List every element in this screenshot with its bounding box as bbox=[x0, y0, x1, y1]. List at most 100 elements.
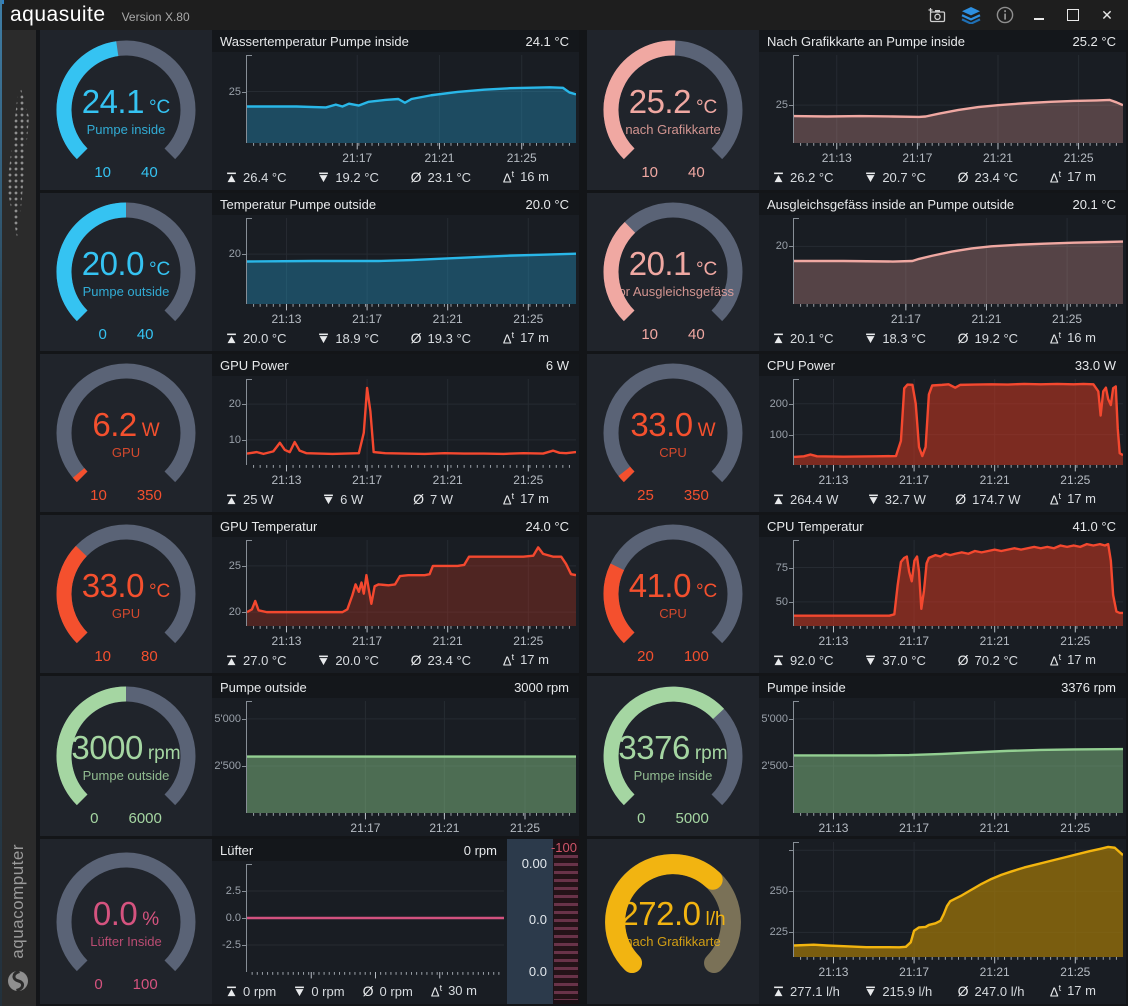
chart-header: Pumpe inside 3376 rpm bbox=[759, 676, 1126, 698]
y-tick-label: 100 bbox=[769, 428, 788, 441]
stat-timespan: Δt 17 m bbox=[1049, 651, 1096, 669]
y-tick-mark bbox=[789, 601, 794, 603]
y-axis-labels: 10 20 bbox=[212, 379, 246, 465]
gauge-label: CPU bbox=[659, 606, 687, 621]
x-tick-label: 21:21 bbox=[971, 312, 1002, 326]
chart: Pumpe inside 3376 rpm 2'500 5'000 21:13 21:17… bbox=[759, 676, 1126, 836]
x-axis-labels: 21:13 21:17 21:21 21:25 bbox=[794, 151, 1123, 166]
stat-minimum: 18.3 °C bbox=[865, 331, 926, 346]
chart-header: Wassertemperatur Pumpe inside 24.1 °C bbox=[212, 30, 579, 52]
y-axis-top-tick bbox=[247, 379, 252, 380]
y-tick-label: 2.5 bbox=[225, 885, 241, 897]
stat-minimum: 215.9 l/h bbox=[865, 984, 932, 999]
plot-area bbox=[789, 540, 1123, 626]
sidebar[interactable]: aquacomputer bbox=[0, 30, 36, 1006]
chart-current-reading: 6 W bbox=[545, 357, 569, 373]
y-tick-mark bbox=[242, 765, 247, 767]
gauge-max: 5000 bbox=[675, 810, 709, 827]
x-tick-label: 21:17 bbox=[899, 473, 930, 487]
stat-timespan: Δt 17 m bbox=[502, 490, 549, 508]
stat-maximum: 20.1 °C bbox=[773, 331, 834, 346]
gauge-column: 41.0 °C CPU 20 100 bbox=[587, 515, 759, 673]
dots-pattern-decoration bbox=[7, 82, 29, 242]
gauge-center-text: 20.1 °C vor Ausgleichsgefäss bbox=[595, 196, 751, 348]
gauge-center-text: 41.0 °C CPU bbox=[595, 518, 751, 670]
y-tick-label: 75 bbox=[775, 561, 788, 574]
gauge-value-unit: rpm bbox=[147, 743, 181, 764]
gauge-value-unit: l/h bbox=[705, 908, 726, 930]
stat-minimum: 0 rpm bbox=[294, 984, 345, 999]
gauge-min-max: 0 100 bbox=[48, 976, 204, 993]
screenshot-camera-icon[interactable] bbox=[922, 2, 952, 28]
gauge-value-number: 33.0 bbox=[81, 567, 145, 604]
gauge: 25.2 °C nach Grafikkarte 10 40 bbox=[595, 34, 751, 186]
chart-column: CPU Power 33.0 W 100 200 21:13 21:17 21:21 21:2… bbox=[759, 354, 1126, 512]
plot-row: 20 bbox=[759, 218, 1126, 304]
chart-title: Lüfter bbox=[220, 842, 254, 858]
y-tick-label: 2'500 bbox=[214, 759, 241, 772]
stat-maximum: 20.0 °C bbox=[226, 331, 287, 346]
x-tick-label: 21:17 bbox=[899, 634, 930, 648]
x-tick-label: 21:17 bbox=[352, 473, 383, 487]
chart-column: Temperatur Pumpe outside 20.0 °C 20 21:13 21… bbox=[212, 193, 579, 351]
gauge-label: Pumpe outside bbox=[82, 768, 170, 783]
y-axis-labels: -2.5 0.0 2.5 bbox=[212, 864, 246, 972]
dashboard-grid: 24.1 °C Pumpe inside 10 40 Wassertemperatur P… bbox=[36, 30, 1128, 1006]
chart-current-reading: 25.2 °C bbox=[1072, 33, 1116, 49]
sensor-panel: 24.1 °C Pumpe inside 10 40 Wassertemperatur P… bbox=[40, 30, 579, 190]
gauge-center-text: 272.0 l/h nach Grafikkarte bbox=[595, 846, 751, 998]
gauge-value-number: 33.0 bbox=[630, 406, 693, 443]
x-axis-labels: 21:13 21:17 21:21 21:25 bbox=[247, 312, 576, 327]
gauge-min: 25 bbox=[637, 487, 654, 504]
plot-area bbox=[242, 701, 576, 813]
y-tick-label: -2.5 bbox=[222, 939, 241, 951]
chart-header: Nach Grafikkarte an Pumpe inside 25.2 °C bbox=[759, 30, 1126, 52]
y-tick-label: 25 bbox=[228, 559, 241, 572]
gauge-label: GPU bbox=[111, 606, 141, 621]
y-tick-mark bbox=[242, 91, 247, 93]
plot-area bbox=[789, 842, 1123, 957]
gauge-center-text: 25.2 °C nach Grafikkarte bbox=[595, 34, 751, 186]
x-tick-label: 21:21 bbox=[979, 965, 1010, 979]
y-axis-top-tick bbox=[247, 540, 252, 541]
title-bar: aquasuite Version X.80 bbox=[0, 0, 1128, 30]
gauge: 6.2 W GPU 10 350 bbox=[48, 357, 204, 509]
gauge-center-text: 3376 rpm Pumpe inside bbox=[595, 680, 751, 832]
chart-stats: 92.0 °C 37.0 °C Ø 70.2 °C Δt 17 m bbox=[759, 649, 1126, 673]
y-tick-mark bbox=[242, 439, 247, 441]
plot-area bbox=[242, 218, 576, 304]
y-tick-label: 200 bbox=[769, 397, 788, 410]
plot-area bbox=[789, 55, 1123, 143]
info-icon[interactable] bbox=[990, 2, 1020, 28]
chart-title: Ausgleichsgefäss inside an Pumpe outside bbox=[767, 196, 1015, 212]
plot-area bbox=[789, 701, 1123, 813]
x-axis-labels: 21:13 21:17 21:21 21:25 bbox=[247, 634, 576, 649]
gauge-column: 20.1 °C vor Ausgleichsgefäss 10 40 bbox=[587, 193, 759, 351]
chart-title: CPU Temperatur bbox=[767, 518, 864, 534]
y-tick-mark bbox=[242, 945, 247, 946]
gauge-column: 33.0 °C GPU 10 80 bbox=[40, 515, 212, 673]
plot-area bbox=[242, 55, 576, 143]
stat-minimum: 18.9 °C bbox=[318, 331, 379, 346]
gauge-min-max: 10 40 bbox=[595, 164, 751, 181]
maximize-button[interactable] bbox=[1058, 2, 1088, 28]
gauge-value-unit: °C bbox=[695, 581, 718, 602]
minimize-button[interactable] bbox=[1024, 2, 1054, 28]
gauge: 272.0 l/h nach Grafikkarte bbox=[595, 846, 751, 998]
gauge-value-number: 3000 bbox=[71, 729, 143, 766]
layers-icon[interactable] bbox=[956, 2, 986, 28]
y-axis-top-tick bbox=[247, 864, 252, 865]
stat-timespan: Δt 17 m bbox=[502, 329, 549, 347]
chart: Pumpe outside 3000 rpm 2'500 5'000 21:17 21:2… bbox=[212, 676, 579, 836]
gauge-min: 10 bbox=[90, 487, 107, 504]
fan-setpoint-value: 0.0 bbox=[528, 964, 547, 980]
gauge-value: 0.0% bbox=[93, 895, 159, 933]
gauge-value-number: 20.0 bbox=[81, 245, 145, 282]
gauge-min: 0 bbox=[94, 975, 103, 993]
y-tick-mark bbox=[789, 718, 794, 720]
x-axis-ticks bbox=[247, 972, 504, 980]
plot-row: 20 bbox=[212, 218, 579, 304]
x-tick-label: 21:25 bbox=[1060, 821, 1091, 835]
close-button[interactable]: ✕ bbox=[1101, 7, 1113, 23]
